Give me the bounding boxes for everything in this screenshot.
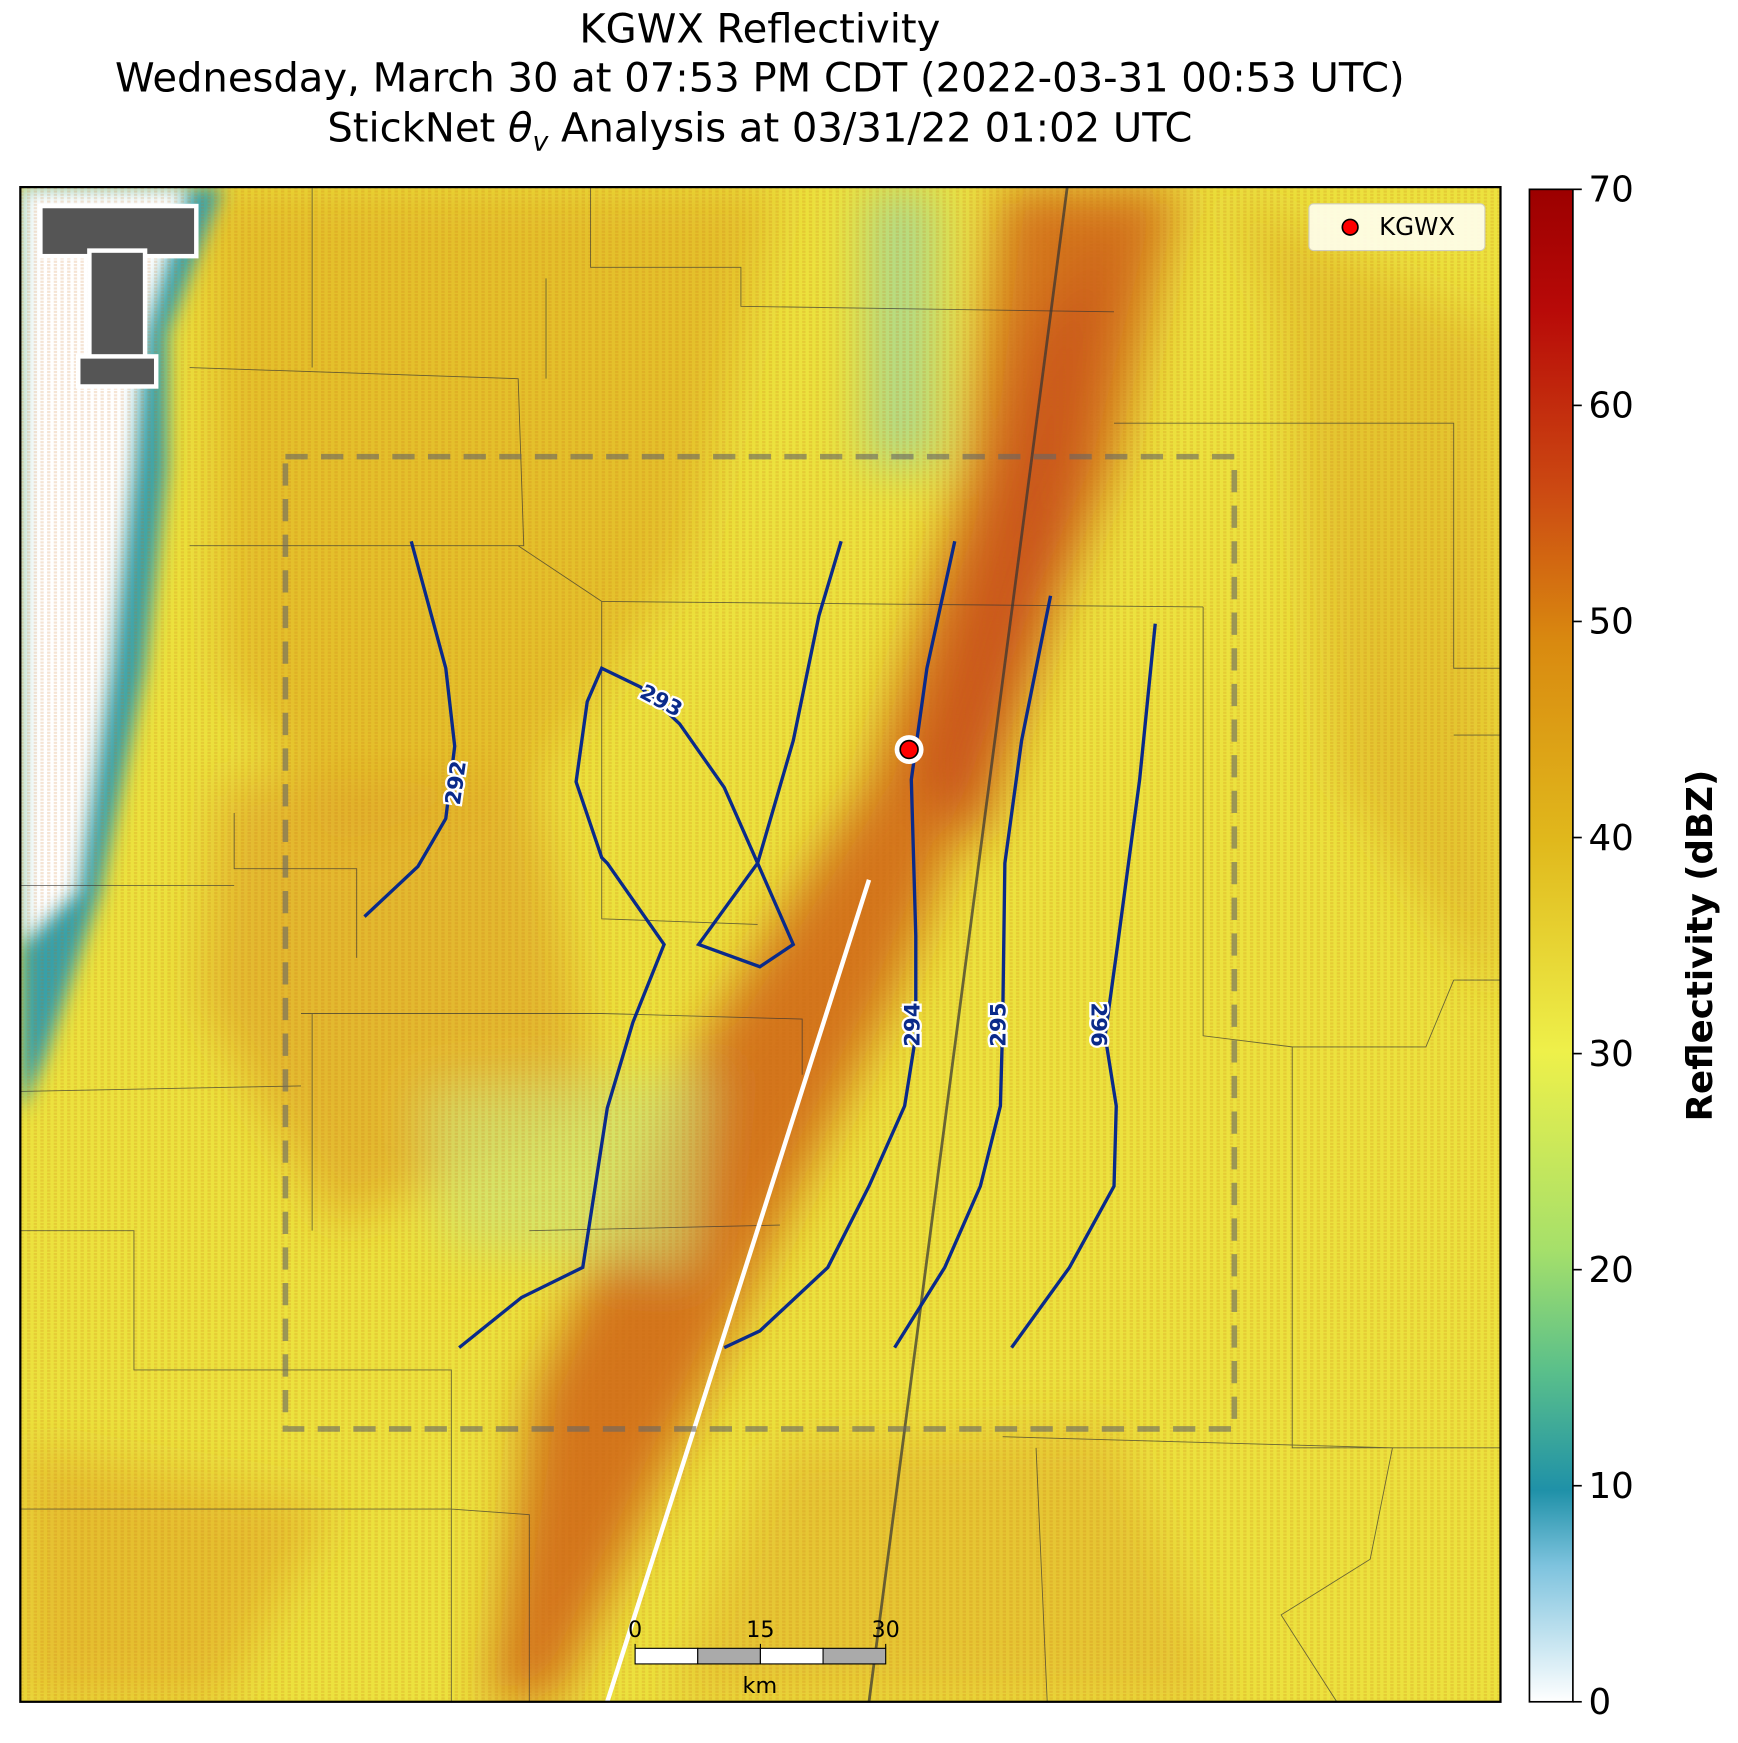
- logo: [38, 203, 199, 389]
- scale-tick-label: 30: [872, 1617, 900, 1643]
- radar-field: 292 293 294 295 296 km 0 15 30 KGWX: [20, 187, 1501, 1702]
- colorbar-tick-label: 70: [1588, 170, 1633, 211]
- title-line: StickNet θv Analysis at 03/31/22 01:02 U…: [327, 105, 1192, 157]
- title: KGWX Reflectivity Wednesday, March 30 at…: [115, 6, 1405, 157]
- scale-segment: [634, 1647, 699, 1665]
- scale-segment: [822, 1647, 887, 1665]
- colorbar-label: Reflectivity (dBZ): [1680, 770, 1721, 1122]
- title-part: StickNet: [327, 105, 508, 151]
- contour-label: 295: [985, 1003, 1010, 1047]
- colorbar-tick-label: 10: [1588, 1466, 1633, 1507]
- colorbar-tick-label: 60: [1588, 386, 1633, 427]
- colorbar-tick-label: 20: [1588, 1250, 1633, 1291]
- scale-segment: [697, 1647, 761, 1665]
- title-part: θ: [508, 105, 533, 151]
- radar-site: [899, 739, 919, 760]
- colorbar-tick-label: 0: [1588, 1682, 1611, 1723]
- contour-label: 294: [900, 1003, 925, 1047]
- scale-tick-label: 0: [628, 1617, 642, 1643]
- title-part: Analysis at 03/31/22 01:02 UTC: [548, 105, 1192, 151]
- colorbar: Reflectivity (dBZ) 0 10 20 30 40 50 60 70: [1528, 170, 1721, 1723]
- colorbar-gradient: [1528, 188, 1574, 1703]
- scale-unit: km: [743, 1673, 778, 1699]
- colorbar-tick-label: 50: [1588, 602, 1633, 643]
- map-frame: [19, 185, 1502, 1703]
- legend-label: KGWX: [1379, 212, 1455, 241]
- title-line: KGWX Reflectivity: [579, 6, 940, 52]
- legend-marker: [1341, 218, 1359, 236]
- title-line: Wednesday, March 30 at 07:53 PM CDT (202…: [115, 55, 1405, 101]
- scale-bar: km 0 15 30: [628, 1617, 900, 1699]
- colorbar-tick-label: 30: [1588, 1034, 1633, 1075]
- colorbar-tick-label: 40: [1588, 818, 1633, 859]
- scale-segment: [759, 1647, 824, 1665]
- legend: KGWX: [1308, 203, 1486, 252]
- scale-tick-label: 15: [746, 1617, 774, 1643]
- title-part: v: [533, 126, 550, 157]
- contour-label: 296: [1086, 1003, 1111, 1047]
